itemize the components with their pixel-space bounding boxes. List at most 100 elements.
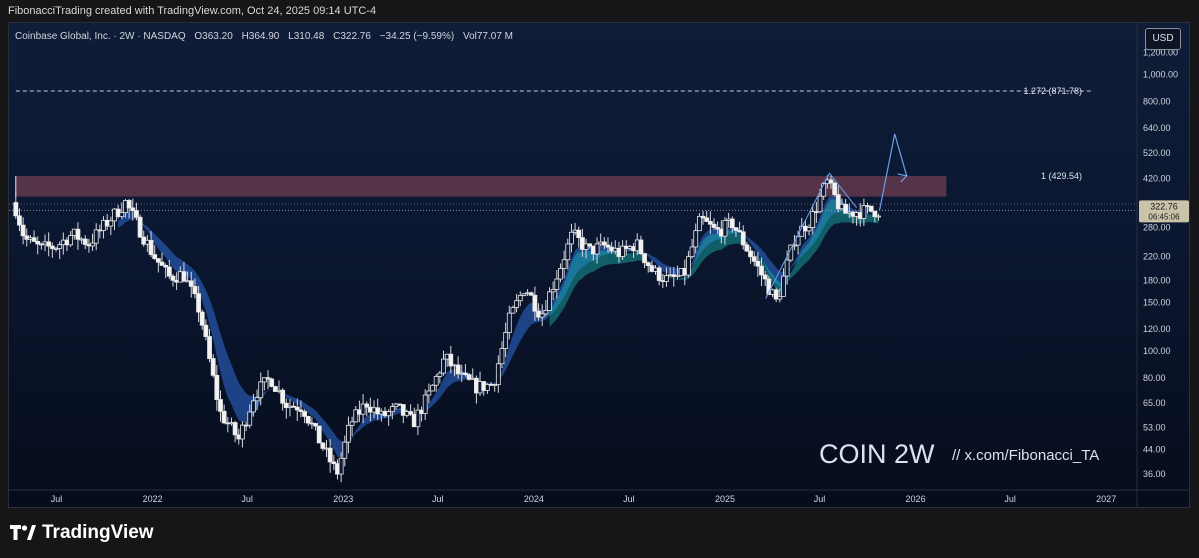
x-tick-label: Jul bbox=[432, 494, 444, 504]
candle-body bbox=[876, 215, 881, 218]
y-tick-label: 220.00 bbox=[1143, 251, 1171, 261]
candle-body bbox=[466, 374, 472, 380]
candle-body bbox=[188, 280, 194, 287]
candle-body bbox=[166, 266, 172, 277]
candle-body bbox=[594, 243, 600, 255]
candle-body bbox=[265, 377, 271, 380]
y-tick-label: 53.00 bbox=[1143, 422, 1166, 432]
candle-body bbox=[514, 300, 520, 308]
candle-body bbox=[283, 402, 289, 409]
candle-body bbox=[181, 271, 187, 282]
candle-body bbox=[561, 259, 567, 269]
candle-body bbox=[645, 262, 651, 267]
x-tick-label: Jul bbox=[241, 494, 253, 504]
candle-body bbox=[506, 312, 512, 333]
candle-body bbox=[426, 390, 432, 396]
candle-body bbox=[13, 202, 19, 217]
candle-body bbox=[517, 295, 523, 302]
candle-body bbox=[422, 394, 428, 414]
candle-body bbox=[751, 256, 757, 262]
y-tick-label: 100.00 bbox=[1143, 346, 1171, 356]
candle-body bbox=[240, 424, 245, 440]
candle-body bbox=[550, 289, 556, 293]
candle-body bbox=[605, 244, 611, 248]
candle-body bbox=[35, 241, 41, 245]
x-tick-label: 2022 bbox=[143, 494, 163, 504]
candle-body bbox=[375, 407, 381, 415]
projection-arrowhead bbox=[897, 173, 908, 183]
candle-body bbox=[170, 275, 176, 281]
candle-body bbox=[495, 363, 501, 386]
candle-body bbox=[313, 423, 318, 427]
candle-body bbox=[119, 212, 125, 218]
projection-path bbox=[878, 133, 908, 211]
candle-body bbox=[320, 442, 326, 449]
ohlc-low: L310.48 bbox=[288, 31, 325, 42]
candle-body bbox=[250, 400, 256, 413]
candle-body bbox=[327, 447, 333, 463]
candle-body bbox=[686, 256, 691, 276]
candle-body bbox=[828, 179, 834, 184]
candle-body bbox=[192, 285, 198, 295]
candle-body bbox=[364, 403, 370, 408]
tradingview-brand: TradingView bbox=[42, 522, 154, 543]
candle-body bbox=[441, 358, 446, 374]
candle-body bbox=[126, 200, 132, 209]
price-change: −34.25 (−9.59%) bbox=[379, 31, 455, 42]
y-tick-label: 36.00 bbox=[1143, 469, 1166, 479]
candle-body bbox=[817, 195, 823, 213]
candle-body bbox=[539, 313, 545, 318]
candle-body bbox=[199, 311, 205, 326]
candle-body bbox=[707, 221, 713, 225]
ema-ribbon-blue bbox=[118, 194, 879, 458]
candle-body bbox=[400, 404, 406, 416]
candle-body bbox=[806, 227, 812, 232]
swing-path bbox=[765, 172, 857, 299]
candle-body bbox=[543, 310, 549, 315]
candle-body bbox=[134, 210, 139, 218]
candle-body bbox=[484, 384, 490, 391]
watermark-handle: // x.com/Fibonacci_TA bbox=[952, 447, 1099, 464]
candle-body bbox=[503, 332, 509, 349]
candle-body bbox=[430, 384, 435, 392]
candle-body bbox=[210, 358, 216, 376]
candle-body bbox=[20, 224, 26, 237]
candle-body bbox=[835, 194, 841, 210]
candle-body bbox=[868, 205, 874, 212]
candle-body bbox=[82, 238, 88, 245]
ohlc-close: C322.76 bbox=[333, 31, 371, 42]
candle-body bbox=[49, 245, 55, 249]
price-chart[interactable]: 1.272 (871.78) 1 (429.54) 36.00 44.00 53.00 6… bbox=[9, 23, 1190, 508]
candle-body bbox=[755, 260, 761, 267]
candle-body bbox=[272, 386, 278, 392]
candle-body bbox=[31, 237, 37, 242]
candle-body bbox=[861, 205, 867, 219]
candle-body bbox=[689, 246, 695, 258]
y-tick-label: 280.00 bbox=[1143, 222, 1171, 232]
y-tick-label: 120.00 bbox=[1143, 324, 1171, 334]
candle-body bbox=[247, 411, 253, 426]
y-tick-label: 150.00 bbox=[1143, 297, 1171, 307]
candle-body bbox=[781, 275, 786, 297]
x-tick-label: 2025 bbox=[715, 494, 735, 504]
candle-body bbox=[762, 274, 768, 280]
x-tick-label: Jul bbox=[814, 494, 826, 504]
ohlc-high: H364.90 bbox=[241, 31, 280, 42]
candle-body bbox=[389, 406, 395, 413]
candle-body bbox=[17, 215, 22, 226]
candle-body bbox=[346, 424, 351, 443]
x-tick-label: 2023 bbox=[333, 494, 353, 504]
y-tick-label: 800.00 bbox=[1143, 96, 1171, 106]
fib-label-1: 1 (429.54) bbox=[1041, 171, 1082, 181]
chart-area[interactable]: 1.272 (871.78) 1 (429.54) 36.00 44.00 53.00 6… bbox=[8, 22, 1190, 508]
currency-button[interactable]: USD bbox=[1145, 28, 1181, 50]
symbol-legend: Coinbase Global, Inc. · 2W · NASDAQ O363… bbox=[15, 31, 513, 42]
candle-body bbox=[331, 461, 337, 465]
candle-body bbox=[766, 278, 772, 295]
resistance-zone bbox=[15, 176, 947, 197]
candles bbox=[13, 175, 881, 483]
last-price-badge bbox=[1139, 200, 1189, 223]
candle-body bbox=[207, 336, 212, 359]
candle-body bbox=[547, 291, 552, 311]
candle-body bbox=[38, 243, 44, 246]
